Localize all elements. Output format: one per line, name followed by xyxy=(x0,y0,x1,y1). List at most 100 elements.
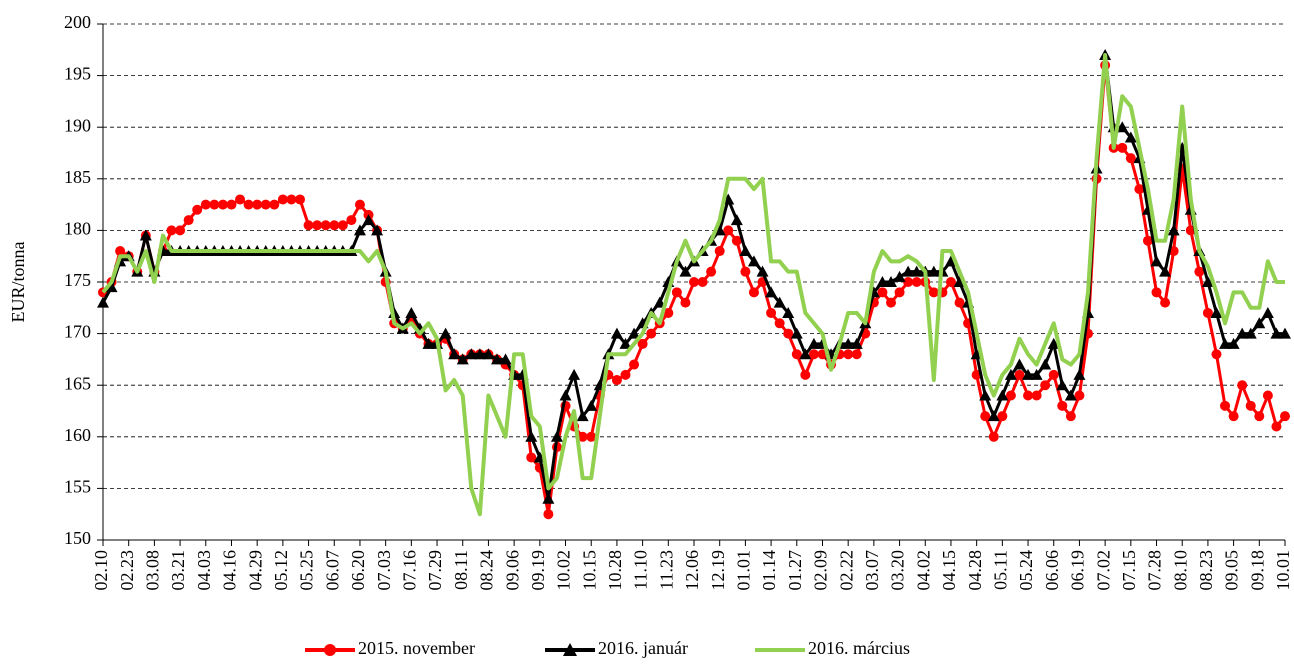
point xyxy=(550,430,563,442)
point xyxy=(800,369,811,380)
point xyxy=(1219,337,1232,349)
point xyxy=(1030,368,1043,380)
x-tick-label: 10.01 xyxy=(1273,550,1293,591)
point xyxy=(277,194,288,205)
point xyxy=(405,306,418,318)
point xyxy=(209,199,220,210)
point xyxy=(1253,317,1266,329)
point xyxy=(1125,153,1136,164)
point xyxy=(730,214,743,226)
point xyxy=(680,297,691,308)
y-tick-label: 200 xyxy=(64,12,91,32)
point xyxy=(740,266,751,277)
x-tick-label: 04.15 xyxy=(939,550,959,591)
point xyxy=(927,265,940,277)
x-tick-label: 10.28 xyxy=(605,550,625,591)
point xyxy=(1167,224,1180,236)
point xyxy=(1237,380,1248,391)
point xyxy=(902,265,915,277)
point xyxy=(1047,337,1060,349)
point xyxy=(337,220,348,231)
point xyxy=(988,431,999,442)
point xyxy=(1244,327,1257,339)
point xyxy=(1073,368,1086,380)
point xyxy=(739,245,752,257)
point xyxy=(473,348,486,360)
point xyxy=(1210,306,1223,318)
point xyxy=(997,411,1008,422)
point xyxy=(354,199,365,210)
point xyxy=(303,220,314,231)
point xyxy=(286,194,297,205)
point xyxy=(568,368,581,380)
x-tick-label: 08.11 xyxy=(451,550,471,590)
point xyxy=(766,307,777,318)
y-tick-label: 165 xyxy=(64,373,91,393)
point xyxy=(747,255,760,267)
point xyxy=(1227,337,1240,349)
point xyxy=(1124,131,1137,143)
point xyxy=(1270,327,1283,339)
point xyxy=(697,277,708,287)
x-tick-label: 03.07 xyxy=(862,550,882,591)
point xyxy=(893,270,906,282)
x-tick-label: 03.20 xyxy=(888,550,908,591)
point xyxy=(723,225,734,236)
y-tick-label: 155 xyxy=(64,477,91,497)
point xyxy=(799,348,812,360)
point xyxy=(1201,276,1214,287)
point xyxy=(1014,369,1025,380)
point xyxy=(1194,266,1205,277)
point xyxy=(1064,389,1077,401)
x-tick-label: 12.19 xyxy=(708,550,728,591)
point xyxy=(980,411,991,422)
x-tick-label: 05.25 xyxy=(297,550,317,591)
x-tick-label: 07.02 xyxy=(1093,550,1113,591)
point xyxy=(1142,235,1153,246)
point xyxy=(235,194,246,205)
y-tick-label: 180 xyxy=(64,219,91,239)
point xyxy=(1261,306,1274,318)
x-tick-label: 07.16 xyxy=(399,550,419,591)
point xyxy=(706,266,717,277)
point xyxy=(371,224,384,236)
point xyxy=(843,349,854,360)
x-tick-label: 06.19 xyxy=(1068,550,1088,591)
x-tick-label: 05.24 xyxy=(1016,550,1036,591)
x-tick-label: 11.23 xyxy=(656,550,676,590)
legend-label: 2016. január xyxy=(598,638,688,658)
point xyxy=(790,327,803,339)
point xyxy=(714,246,725,257)
point xyxy=(1004,368,1017,380)
point xyxy=(851,349,862,360)
point xyxy=(1228,411,1239,422)
point xyxy=(671,287,682,298)
x-tick-label: 08.23 xyxy=(1196,550,1216,591)
point xyxy=(1280,411,1290,422)
point xyxy=(877,287,888,298)
point xyxy=(1074,390,1085,401)
point xyxy=(329,220,340,231)
point xyxy=(1022,368,1035,380)
point xyxy=(773,296,786,308)
point xyxy=(115,246,126,257)
point xyxy=(1159,265,1172,277)
point xyxy=(945,277,956,287)
point xyxy=(200,199,211,210)
point xyxy=(439,327,452,339)
point xyxy=(422,337,435,349)
x-tick-label: 03.21 xyxy=(168,550,188,591)
point xyxy=(1065,411,1076,422)
point xyxy=(1211,349,1222,360)
point xyxy=(1031,390,1042,401)
point xyxy=(807,337,820,349)
x-tick-label: 04.29 xyxy=(245,550,265,591)
x-tick-label: 04.03 xyxy=(194,550,214,591)
x-tick-label: 07.03 xyxy=(374,550,394,591)
point xyxy=(979,389,992,401)
y-tick-label: 170 xyxy=(64,322,91,342)
point xyxy=(637,338,648,349)
point xyxy=(105,281,118,293)
point xyxy=(295,194,305,205)
